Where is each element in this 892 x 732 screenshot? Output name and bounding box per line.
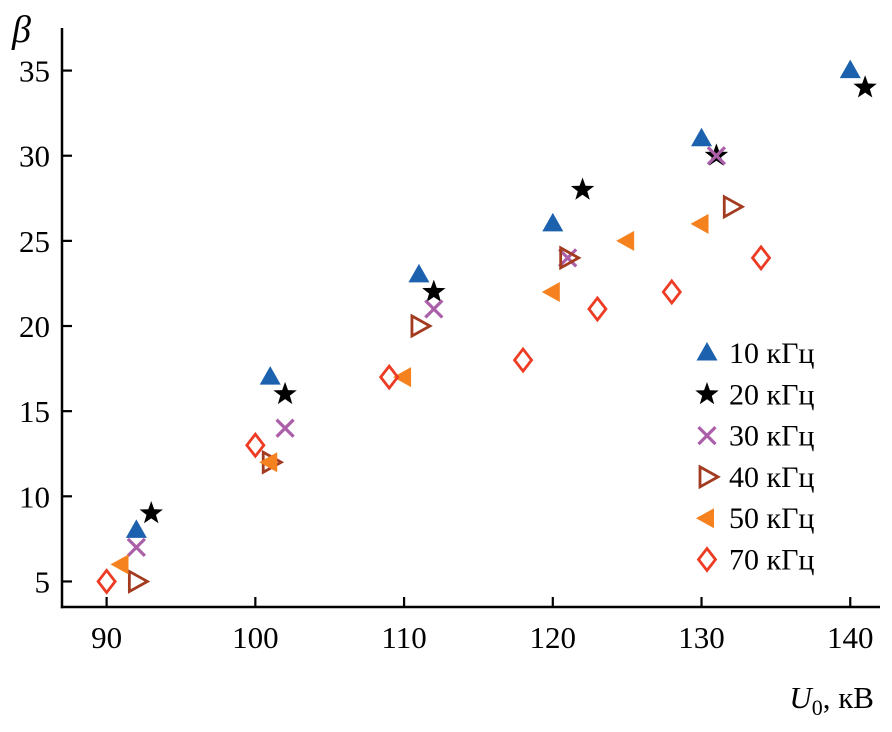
x-cross-marker-icon bbox=[275, 418, 295, 438]
triangle-left-marker-icon bbox=[690, 213, 709, 234]
x-cross-marker-icon bbox=[126, 537, 146, 558]
y-tick-label: 35 bbox=[19, 54, 50, 89]
triangle-right-open-marker-icon bbox=[698, 464, 721, 490]
x-axis-label: U0, кВ bbox=[789, 680, 874, 720]
diamond-open-marker-icon bbox=[96, 568, 117, 595]
triangle-up-marker-icon bbox=[408, 263, 430, 283]
diamond-open-marker-icon bbox=[245, 431, 266, 459]
triangle-up-marker-icon bbox=[691, 127, 713, 147]
star-marker-icon bbox=[695, 382, 719, 405]
legend-label: 20 кГц bbox=[729, 378, 814, 411]
y-tick-label: 25 bbox=[19, 224, 50, 259]
triangle-up-marker-icon bbox=[125, 519, 147, 538]
triangle-left-marker-icon bbox=[541, 281, 560, 302]
star-marker-icon bbox=[273, 381, 297, 405]
triangle-left-marker-icon bbox=[393, 367, 412, 388]
legend: 10 кГц 20 кГц 30 кГц 40 кГц 50 кГц 70 кГц bbox=[695, 337, 814, 577]
diamond-open-marker-icon bbox=[696, 546, 718, 573]
triangle-up-marker-icon bbox=[259, 366, 281, 385]
series-50-кГц bbox=[110, 213, 709, 575]
x-axis-label-variable: U bbox=[789, 680, 814, 715]
triangle-left-marker-icon bbox=[259, 452, 278, 473]
y-tick-label: 15 bbox=[19, 394, 50, 429]
triangle-up-marker-icon bbox=[542, 212, 564, 232]
legend-item: 10 кГц bbox=[696, 337, 814, 370]
triangle-left-marker-icon bbox=[110, 554, 129, 575]
legend-label: 40 кГц bbox=[729, 461, 814, 494]
y-tick-label: 5 bbox=[35, 564, 51, 599]
star-marker-icon bbox=[570, 177, 595, 200]
axes: 90 100 110 120 130 140 5 10 15 20 25 30 35 bbox=[19, 28, 880, 655]
x-tick-label: 110 bbox=[381, 620, 426, 655]
triangle-left-marker-icon bbox=[696, 508, 714, 529]
legend-item: 20 кГц bbox=[695, 378, 814, 411]
triangle-up-marker-icon bbox=[839, 59, 861, 79]
legend-label: 10 кГц bbox=[729, 337, 814, 370]
star-marker-icon bbox=[422, 279, 446, 302]
legend-item: 40 кГц bbox=[698, 461, 814, 494]
x-tick-label: 90 bbox=[91, 620, 122, 655]
y-tick-label: 20 bbox=[19, 309, 50, 344]
legend-item: 70 кГц bbox=[696, 544, 814, 577]
series-20-кГц bbox=[139, 75, 877, 524]
star-marker-icon bbox=[139, 501, 163, 524]
x-tick-label: 140 bbox=[827, 620, 874, 655]
y-axis-label: β bbox=[11, 9, 31, 51]
triangle-right-open-marker-icon bbox=[722, 194, 746, 220]
triangle-right-open-marker-icon bbox=[127, 569, 151, 594]
y-tick-label: 10 bbox=[19, 479, 50, 514]
diamond-open-marker-icon bbox=[587, 295, 608, 323]
series-70-кГц bbox=[96, 244, 772, 595]
series-30-кГц bbox=[126, 146, 727, 558]
legend-label: 70 кГц bbox=[729, 544, 814, 577]
triangle-left-marker-icon bbox=[616, 230, 635, 251]
legend-item: 30 кГц bbox=[697, 420, 814, 453]
series-40-кГц bbox=[127, 194, 746, 594]
diamond-open-marker-icon bbox=[512, 346, 534, 374]
legend-item: 50 кГц bbox=[696, 502, 814, 535]
legend-label: 50 кГц bbox=[729, 502, 814, 535]
data-points bbox=[96, 59, 877, 595]
legend-label: 30 кГц bbox=[729, 420, 814, 453]
diamond-open-marker-icon bbox=[750, 244, 772, 272]
x-cross-marker-icon bbox=[424, 299, 444, 319]
x-cross-marker-icon bbox=[697, 425, 717, 446]
series-10-кГц bbox=[125, 59, 861, 538]
triangle-right-open-marker-icon bbox=[559, 245, 582, 271]
star-marker-icon bbox=[853, 75, 877, 98]
x-tick-label: 100 bbox=[232, 620, 279, 655]
triangle-right-open-marker-icon bbox=[410, 313, 433, 339]
x-tick-label: 120 bbox=[530, 620, 577, 655]
y-tick-label: 30 bbox=[19, 139, 50, 174]
x-axis-label-unit: , кВ bbox=[823, 680, 874, 715]
x-cross-marker-icon bbox=[706, 146, 727, 166]
triangle-up-marker-icon bbox=[696, 342, 718, 361]
x-tick-label: 130 bbox=[678, 620, 725, 655]
x-axis-label-subscript: 0 bbox=[812, 695, 823, 720]
diamond-open-marker-icon bbox=[378, 363, 400, 391]
diamond-open-marker-icon bbox=[661, 278, 683, 306]
